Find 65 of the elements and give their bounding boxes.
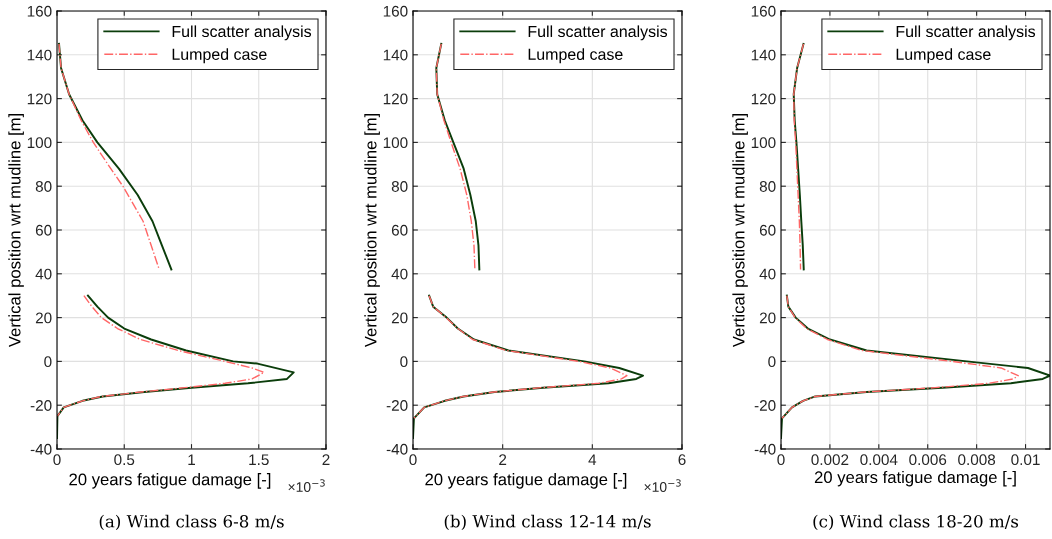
y-axis-title: Vertical position wrt mudline [m] [732, 114, 748, 348]
y-tick-label: -40 [386, 443, 408, 455]
text: ×10$^{−3}$ [288, 479, 325, 492]
legend-label: Lumped case [896, 48, 991, 64]
x-tick-label: 1.5 [249, 454, 269, 466]
y-tick-label: 120 [27, 93, 52, 105]
y-tick-label: 60 [35, 224, 52, 236]
y-axis-title: Vertical position wrt mudline [m] [8, 114, 24, 348]
x-tick-label: 0.008 [958, 454, 996, 466]
x-tick-label: 0 [777, 454, 785, 466]
legend-label: Full scatter analysis [172, 25, 312, 41]
y-tick-label: 40 [759, 268, 776, 280]
x-tick-label: 0.01 [1011, 454, 1040, 466]
x-axis-title: 20 years fatigue damage [-] [425, 473, 627, 489]
y-tick-label: 0 [400, 356, 408, 368]
legend-label: Full scatter analysis [896, 25, 1036, 41]
x-tick-label: 0 [409, 454, 417, 466]
y-tick-label: -20 [386, 400, 408, 411]
y-tick-label: 80 [391, 181, 408, 192]
text: ×10$^{−3}$ [644, 479, 681, 492]
y-tick-label: 120 [383, 93, 408, 105]
x-tick-label: 4 [588, 454, 597, 465]
legend-label: Lumped case [528, 48, 623, 64]
text: (b) Wind class 12-14 m/s [444, 514, 651, 530]
y-tick-label: 160 [751, 5, 776, 17]
legend-label: Full scatter analysis [528, 25, 668, 41]
y-axis-title: Vertical position wrt mudline [m] [364, 114, 380, 348]
y-tick-label: 80 [35, 181, 52, 192]
y-tick-label: 80 [759, 181, 776, 192]
y-tick-label: 40 [391, 268, 408, 280]
legend-label: Lumped case [172, 48, 267, 64]
y-tick-label: 0 [44, 356, 52, 368]
x-tick-label: 1 [188, 454, 195, 465]
y-tick-label: -20 [754, 400, 776, 411]
y-tick-label: 40 [35, 268, 52, 280]
y-tick-label: 120 [751, 93, 776, 105]
y-tick-label: 160 [383, 5, 408, 17]
x-axis-title: 20 years fatigue damage [-] [814, 470, 1016, 487]
y-tick-label: 60 [391, 224, 408, 236]
x-tick-label: 0.006 [909, 454, 947, 466]
y-tick-label: 140 [27, 49, 52, 61]
y-tick-label: -40 [30, 443, 52, 455]
x-tick-label: 2 [499, 454, 507, 465]
x-tick-label: 2 [322, 454, 330, 465]
text: (c) Wind class 18-20 m/s [813, 514, 1019, 530]
x-axis-title: 20 years fatigue damage [-] [69, 473, 271, 489]
x-tick-label: 6 [678, 454, 686, 466]
y-tick-label: 100 [383, 137, 408, 149]
y-tick-label: 20 [759, 312, 776, 324]
y-tick-label: 20 [391, 312, 408, 324]
y-tick-label: 160 [27, 5, 52, 17]
y-tick-label: 100 [751, 137, 776, 149]
y-tick-label: 60 [759, 224, 776, 236]
y-tick-label: 140 [383, 49, 408, 61]
y-tick-label: -20 [30, 400, 52, 411]
y-tick-label: 100 [27, 137, 52, 149]
y-tick-label: 140 [751, 49, 776, 61]
y-tick-label: 20 [35, 312, 52, 324]
y-tick-label: -40 [754, 443, 776, 455]
x-tick-label: 0.002 [811, 454, 849, 466]
x-tick-label: 0.5 [114, 454, 135, 466]
text: (a) Wind class 6-8 m/s [99, 514, 284, 530]
x-tick-label: 0.004 [860, 454, 898, 466]
x-tick-label: 0 [53, 454, 61, 466]
y-tick-label: 0 [768, 356, 776, 368]
